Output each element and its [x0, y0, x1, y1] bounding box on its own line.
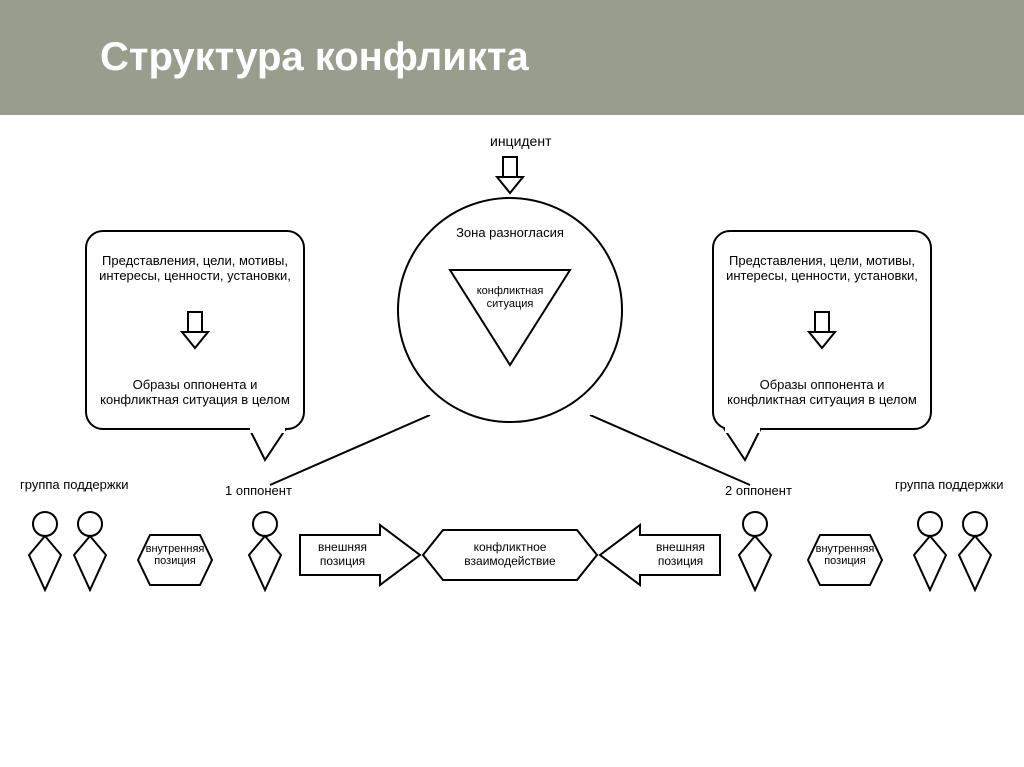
- left-bubble-top-text: Представления, цели, мотивы, интересы, ц…: [95, 253, 295, 283]
- page-title: Структура конфликта: [100, 35, 529, 80]
- person-opponent-1: [245, 510, 285, 595]
- header-bar: Структура конфликта: [0, 0, 1024, 115]
- arrow-incident-down: [495, 155, 525, 195]
- left-bubble: Представления, цели, мотивы, интересы, ц…: [85, 230, 305, 430]
- person-support-right-2: [955, 510, 995, 595]
- outer-pos-right-label: внешняя позиция: [648, 540, 713, 568]
- left-bubble-bottom-text: Образы оппонента и конфликтная ситуация …: [95, 377, 295, 407]
- person-support-left-1: [25, 510, 65, 595]
- incident-label: инцидент: [490, 133, 552, 149]
- outer-pos-left-label: внешняя позиция: [310, 540, 375, 568]
- diagram-area: инцидент Зона разногласия конфликтная си…: [0, 115, 1024, 767]
- inner-pos-left-label: внутренняя позиция: [140, 543, 210, 567]
- right-bubble: Представления, цели, мотивы, интересы, ц…: [712, 230, 932, 430]
- opponent1-label: 1 оппонент: [225, 483, 292, 498]
- opponent2-label: 2 оппонент: [725, 483, 792, 498]
- zone-label: Зона разногласия: [450, 225, 570, 240]
- opponent-lines: [260, 415, 760, 495]
- situation-label: конфликтная ситуация: [463, 285, 557, 311]
- right-bubble-top-text: Представления, цели, мотивы, интересы, ц…: [722, 253, 922, 283]
- person-support-left-2: [70, 510, 110, 595]
- triangle-situation: [445, 265, 575, 375]
- right-bubble-arrow: [807, 310, 837, 350]
- left-bubble-arrow: [180, 310, 210, 350]
- inner-pos-right-label: внутренняя позиция: [810, 543, 880, 567]
- support-left-label: группа поддержки: [20, 477, 129, 492]
- support-right-label: группа поддержки: [895, 477, 1004, 492]
- interaction-label: конфликтное взаимодействие: [450, 540, 570, 568]
- person-opponent-2: [735, 510, 775, 595]
- right-bubble-bottom-text: Образы оппонента и конфликтная ситуация …: [722, 377, 922, 407]
- person-support-right-1: [910, 510, 950, 595]
